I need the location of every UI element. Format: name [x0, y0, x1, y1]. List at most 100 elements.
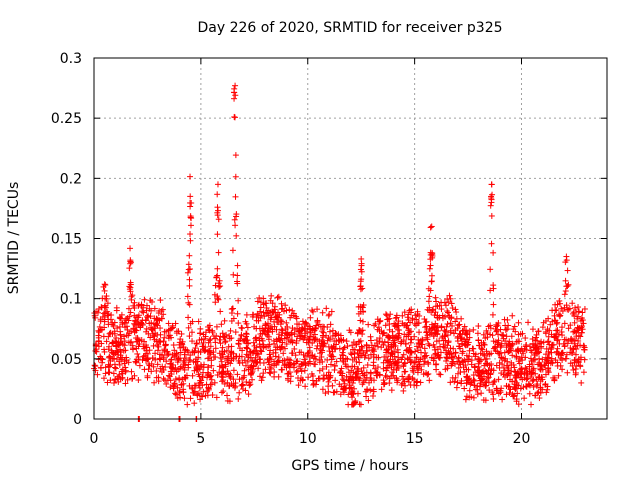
data-point	[312, 381, 319, 388]
data-point	[580, 369, 587, 376]
data-point	[548, 349, 555, 356]
x-tick-label: 15	[406, 431, 424, 447]
data-point	[244, 358, 251, 365]
data-point	[555, 331, 562, 338]
data-point	[297, 365, 304, 372]
data-point	[475, 372, 482, 379]
data-point	[142, 350, 149, 357]
data-point	[556, 297, 563, 304]
data-point	[386, 380, 393, 387]
data-point	[128, 368, 135, 375]
data-point	[482, 356, 489, 363]
data-point	[172, 376, 179, 383]
data-point	[185, 261, 192, 268]
data-point	[181, 359, 188, 366]
data-point	[405, 331, 412, 338]
data-point	[394, 335, 401, 342]
data-point	[554, 319, 561, 326]
data-point	[185, 314, 192, 321]
data-point	[532, 334, 539, 341]
data-point	[570, 309, 577, 316]
data-point	[283, 319, 290, 326]
data-point	[351, 354, 358, 361]
data-point	[231, 384, 238, 391]
data-point	[319, 336, 326, 343]
data-point	[238, 332, 245, 339]
data-point	[466, 347, 473, 354]
data-point	[157, 297, 164, 304]
data-point	[330, 389, 337, 396]
data-point	[113, 347, 120, 354]
data-point	[453, 309, 460, 316]
data-point	[143, 302, 150, 309]
data-point	[186, 252, 193, 259]
data-point	[243, 378, 250, 385]
data-point	[530, 383, 537, 390]
data-point	[184, 347, 191, 354]
data-point	[407, 357, 414, 364]
data-point	[521, 395, 528, 402]
data-point	[157, 331, 164, 338]
data-point	[254, 298, 261, 305]
data-point	[413, 354, 420, 361]
data-point	[326, 328, 333, 335]
y-tick-label: 0.2	[60, 171, 82, 187]
data-point	[450, 330, 457, 337]
data-point	[267, 347, 274, 354]
data-point	[250, 350, 257, 357]
data-point	[416, 329, 423, 336]
data-point	[286, 362, 293, 369]
data-point	[476, 383, 483, 390]
data-point	[571, 356, 578, 363]
data-point	[304, 328, 311, 335]
data-point	[148, 360, 155, 367]
data-point	[320, 329, 327, 336]
data-point	[189, 372, 196, 379]
data-point	[257, 304, 264, 311]
data-point	[545, 369, 552, 376]
data-point	[395, 359, 402, 366]
data-point	[113, 339, 120, 346]
data-point	[298, 327, 305, 334]
data-point	[265, 333, 272, 340]
data-point	[332, 330, 339, 337]
data-point	[256, 294, 263, 301]
data-point	[97, 364, 104, 371]
data-point	[220, 377, 227, 384]
data-point	[267, 364, 274, 371]
data-point	[95, 334, 102, 341]
data-point	[127, 309, 134, 316]
data-point	[379, 330, 386, 337]
data-point	[436, 314, 443, 321]
data-point	[198, 392, 205, 399]
data-point	[372, 365, 379, 372]
data-point	[230, 315, 237, 322]
data-point	[207, 336, 214, 343]
data-point	[262, 366, 269, 373]
data-point	[363, 341, 370, 348]
data-point	[234, 280, 241, 287]
data-point	[538, 363, 545, 370]
data-point	[221, 333, 228, 340]
data-point	[493, 327, 500, 334]
data-point	[516, 338, 523, 345]
data-point	[218, 321, 225, 328]
data-point	[283, 330, 290, 337]
data-point	[348, 351, 355, 358]
data-point	[422, 319, 429, 326]
data-point	[492, 344, 499, 351]
data-point	[575, 337, 582, 344]
data-point	[132, 317, 139, 324]
data-point	[138, 301, 145, 308]
data-point	[561, 291, 568, 298]
data-point	[125, 305, 132, 312]
data-point	[408, 348, 415, 355]
data-point	[434, 346, 441, 353]
data-point	[476, 356, 483, 363]
data-point	[440, 341, 447, 348]
data-point	[213, 332, 220, 339]
data-point	[147, 334, 154, 341]
data-point	[255, 365, 262, 372]
data-point	[116, 358, 123, 365]
data-point	[482, 379, 489, 386]
